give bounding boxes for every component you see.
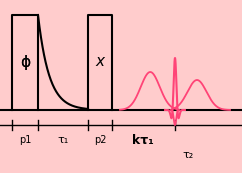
Text: ϕ: ϕ (20, 54, 30, 70)
Text: ϕ: ϕ (20, 54, 30, 70)
Text: kτ₁: kτ₁ (132, 134, 154, 147)
Text: p2: p2 (94, 135, 106, 145)
Text: τ₁: τ₁ (57, 135, 69, 145)
Text: p1: p1 (19, 135, 31, 145)
Text: x: x (96, 54, 105, 70)
Text: τ₂: τ₂ (182, 150, 194, 160)
